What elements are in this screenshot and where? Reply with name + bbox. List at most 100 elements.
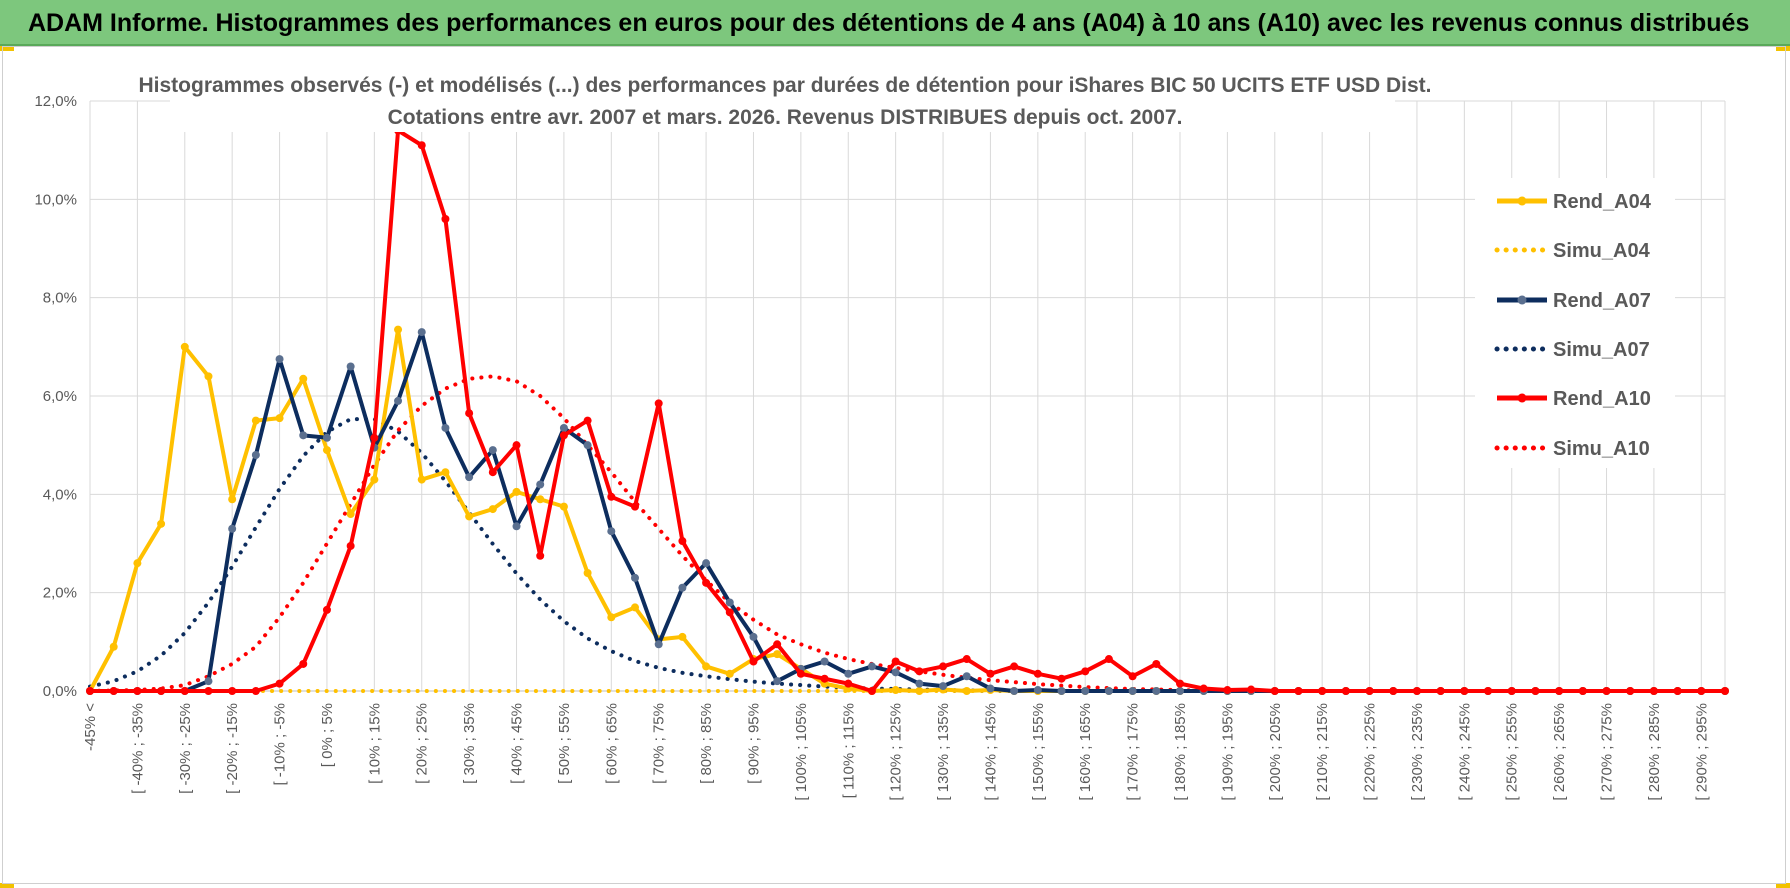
data-point-rend_a04 bbox=[962, 687, 971, 695]
x-tick-label: [ 60% ; 65% bbox=[603, 703, 620, 784]
data-point-rend_a10 bbox=[1507, 687, 1516, 695]
data-point-rend_a10 bbox=[133, 687, 142, 695]
data-point-rend_a10 bbox=[1460, 687, 1469, 695]
data-point-rend_a10 bbox=[820, 674, 829, 683]
x-tick-label: [ 40% ; 45% bbox=[509, 703, 526, 784]
data-point-rend_a04 bbox=[583, 569, 592, 577]
data-point-rend_a07 bbox=[394, 396, 403, 405]
x-tick-label: [ 100% ; 105% bbox=[793, 703, 810, 801]
data-point-rend_a10 bbox=[1412, 687, 1421, 695]
data-point-rend_a10 bbox=[1555, 687, 1564, 695]
x-axis-ticks: -45% < [ -40% ; -35% [ -30% ; -25% [ -20% ;… bbox=[82, 703, 1710, 801]
data-point-rend_a07 bbox=[1033, 686, 1042, 695]
data-point-rend_a10 bbox=[1057, 674, 1066, 683]
x-tick-label: [ 50% ; 55% bbox=[556, 703, 573, 784]
x-tick-label: [ 270% ; 275% bbox=[1599, 703, 1616, 801]
x-tick-label: -45% < bbox=[82, 703, 99, 751]
legend-marker-rend_a07 bbox=[1517, 295, 1527, 305]
data-point-rend_a10 bbox=[1152, 659, 1161, 668]
x-tick-label: [ 0% ; 5% bbox=[319, 703, 336, 767]
legend-label-simu_a07: Simu_A07 bbox=[1553, 339, 1650, 361]
x-tick-label: [ 190% ; 195% bbox=[1219, 703, 1236, 801]
x-tick-label: [ -30% ; -25% bbox=[177, 703, 194, 794]
data-point-rend_a04 bbox=[607, 613, 616, 622]
data-point-rend_a10 bbox=[1721, 687, 1729, 695]
x-tick-label: [ 230% ; 235% bbox=[1409, 703, 1426, 801]
data-point-rend_a10 bbox=[251, 687, 260, 695]
data-point-rend_a04 bbox=[678, 632, 687, 641]
data-point-rend_a10 bbox=[583, 416, 592, 425]
corner-accent-right bbox=[1776, 46, 1790, 51]
data-point-rend_a07 bbox=[1057, 687, 1066, 695]
data-point-rend_a07 bbox=[417, 328, 426, 337]
data-point-rend_a10 bbox=[749, 657, 758, 666]
data-point-rend_a10 bbox=[1318, 687, 1327, 695]
x-tick-label: [ -20% ; -15% bbox=[224, 703, 241, 794]
data-point-rend_a10 bbox=[702, 578, 711, 587]
data-point-rend_a07 bbox=[1081, 687, 1090, 695]
x-tick-label: [ 110% ; 115% bbox=[840, 703, 857, 798]
data-point-rend_a10 bbox=[1673, 687, 1682, 695]
data-point-rend_a04 bbox=[322, 446, 331, 455]
data-point-rend_a10 bbox=[465, 409, 474, 418]
x-tick-label: [ 200% ; 205% bbox=[1267, 703, 1284, 801]
data-point-rend_a07 bbox=[678, 583, 687, 592]
data-point-rend_a10 bbox=[109, 687, 118, 695]
data-point-rend_a07 bbox=[962, 672, 971, 681]
data-point-rend_a10 bbox=[1389, 687, 1398, 695]
data-point-rend_a07 bbox=[607, 527, 616, 536]
data-point-rend_a10 bbox=[228, 687, 237, 695]
chart-title: Histogrammes observés (-) et modélisés (… bbox=[139, 68, 1432, 132]
data-point-rend_a10 bbox=[939, 662, 948, 671]
data-point-rend_a07 bbox=[844, 669, 853, 678]
data-point-rend_a07 bbox=[536, 480, 545, 489]
data-point-rend_a10 bbox=[370, 433, 379, 442]
data-point-rend_a07 bbox=[939, 682, 948, 691]
data-point-rend_a07 bbox=[251, 451, 260, 459]
data-point-rend_a07 bbox=[559, 423, 568, 432]
x-tick-label: [ 20% ; 25% bbox=[414, 703, 431, 784]
data-point-rend_a07 bbox=[346, 362, 355, 371]
data-point-rend_a10 bbox=[1531, 687, 1540, 695]
y-tick-label: 12,0% bbox=[34, 93, 77, 110]
data-point-rend_a07 bbox=[465, 473, 474, 482]
data-point-rend_a10 bbox=[1578, 687, 1587, 695]
data-point-rend_a10 bbox=[773, 640, 782, 649]
data-point-rend_a10 bbox=[725, 608, 734, 617]
legend-marker-rend_a10 bbox=[1517, 393, 1527, 403]
x-tick-label: [ 260% ; 265% bbox=[1551, 703, 1568, 801]
data-point-rend_a07 bbox=[1104, 687, 1113, 695]
data-point-rend_a10 bbox=[204, 687, 213, 695]
data-point-rend_a07 bbox=[583, 441, 592, 450]
x-tick-label: [ 250% ; 255% bbox=[1504, 703, 1521, 801]
legend-label-simu_a04: Simu_A04 bbox=[1553, 240, 1651, 262]
data-point-rend_a10 bbox=[1128, 672, 1137, 681]
data-point-rend_a10 bbox=[299, 659, 308, 668]
data-point-rend_a04 bbox=[346, 510, 355, 518]
data-point-rend_a04 bbox=[702, 662, 711, 671]
data-point-rend_a07 bbox=[702, 559, 711, 568]
data-point-rend_a04 bbox=[109, 642, 118, 651]
data-point-rend_a07 bbox=[204, 677, 213, 686]
data-point-rend_a10 bbox=[1247, 685, 1256, 694]
data-point-rend_a07 bbox=[322, 433, 331, 442]
data-point-rend_a10 bbox=[631, 502, 639, 511]
chart-frame bbox=[2, 46, 1786, 884]
data-point-rend_a07 bbox=[773, 677, 782, 686]
x-tick-label: [ 150% ; 155% bbox=[1030, 703, 1047, 801]
data-point-rend_a04 bbox=[394, 325, 403, 334]
data-point-rend_a10 bbox=[1602, 687, 1611, 695]
data-point-rend_a10 bbox=[512, 441, 521, 450]
data-point-rend_a04 bbox=[228, 495, 237, 504]
y-tick-label: 4,0% bbox=[43, 486, 77, 503]
legend-marker-rend_a04 bbox=[1517, 196, 1527, 206]
data-point-rend_a10 bbox=[275, 679, 284, 688]
data-point-rend_a10 bbox=[1626, 687, 1635, 695]
data-point-rend_a10 bbox=[1649, 687, 1658, 695]
title-banner: ADAM Informe. Histogrammes des performan… bbox=[0, 0, 1790, 46]
data-point-rend_a10 bbox=[1294, 687, 1303, 695]
data-point-rend_a10 bbox=[867, 687, 876, 695]
chart-title-line1: Histogrammes observés (-) et modélisés (… bbox=[139, 74, 1432, 97]
data-point-rend_a10 bbox=[1033, 669, 1042, 678]
